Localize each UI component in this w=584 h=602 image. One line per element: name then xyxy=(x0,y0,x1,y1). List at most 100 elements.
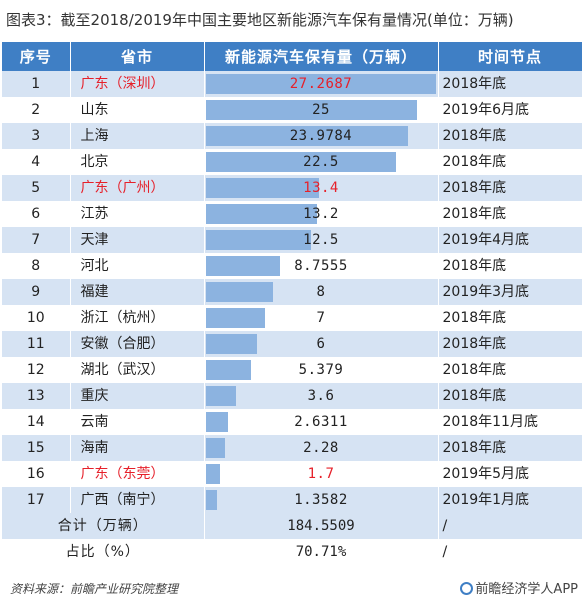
row-time: 2018年底 xyxy=(438,149,583,175)
row-time: 2019年6月底 xyxy=(438,97,583,123)
row-time: 2018年底 xyxy=(438,123,583,149)
row-value: 13.4 xyxy=(303,180,339,196)
row-value-cell: 13.2 xyxy=(204,201,439,227)
row-value: 3.6 xyxy=(307,388,335,404)
row-province: 广东（深圳） xyxy=(70,71,205,97)
share-row: 占比（%） 70.71% / xyxy=(2,539,583,565)
row-time: 2019年3月底 xyxy=(438,279,583,305)
table-row: 1 广东（深圳） 27.2687 2018年底 xyxy=(2,71,583,97)
table-row: 15 海南 2.28 2018年底 xyxy=(2,435,583,461)
share-value: 70.71% xyxy=(204,539,439,565)
table-row: 12 湖北（武汉） 5.379 2018年底 xyxy=(2,357,583,383)
row-value-cell: 27.2687 xyxy=(204,71,439,97)
row-value-cell: 8 xyxy=(204,279,439,305)
table-row: 13 重庆 3.6 2018年底 xyxy=(2,383,583,409)
row-province: 山东 xyxy=(70,97,205,123)
row-time: 2018年底 xyxy=(438,253,583,279)
total-row: 合计（万辆） 184.5509 / xyxy=(2,513,583,539)
row-value-cell: 13.4 xyxy=(204,175,439,201)
row-seq: 7 xyxy=(2,227,71,253)
brand-label: 前瞻经济学人APP xyxy=(460,578,578,597)
value-bar xyxy=(205,386,236,406)
value-bar xyxy=(205,204,317,224)
row-seq: 13 xyxy=(2,383,71,409)
value-bar xyxy=(205,74,436,94)
share-label: 占比（%） xyxy=(2,539,205,565)
header-seq: 序号 xyxy=(2,42,71,71)
table-row: 4 北京 22.5 2018年底 xyxy=(2,149,583,175)
row-seq: 1 xyxy=(2,71,71,97)
row-value-cell: 25 xyxy=(204,97,439,123)
table-row: 14 云南 2.6311 2018年11月底 xyxy=(2,409,583,435)
share-time: / xyxy=(438,539,583,565)
table-row: 5 广东（广州） 13.4 2018年底 xyxy=(2,175,583,201)
row-value: 1.3582 xyxy=(294,492,348,508)
row-seq: 16 xyxy=(2,461,71,487)
row-seq: 2 xyxy=(2,97,71,123)
brand-text: 前瞻经济学人APP xyxy=(475,582,578,597)
value-bar xyxy=(205,230,311,250)
value-bar xyxy=(205,412,228,432)
row-province: 海南 xyxy=(70,435,205,461)
footer: 资料来源：前瞻产业研究院整理 前瞻经济学人APP xyxy=(0,572,584,600)
data-table: 序号 省市 新能源汽车保有量（万辆） 时间节点 1 广东（深圳） 27.2687 20… xyxy=(2,42,583,565)
table-row: 8 河北 8.7555 2018年底 xyxy=(2,253,583,279)
row-seq: 9 xyxy=(2,279,71,305)
header-province: 省市 xyxy=(70,42,205,71)
row-value: 8 xyxy=(316,284,326,300)
row-value: 7 xyxy=(316,310,326,326)
value-bar xyxy=(205,282,273,302)
row-value: 1.7 xyxy=(307,466,335,482)
row-time: 2018年底 xyxy=(438,71,583,97)
row-seq: 3 xyxy=(2,123,71,149)
row-province: 北京 xyxy=(70,149,205,175)
row-value: 13.2 xyxy=(303,206,339,222)
row-time: 2018年11月底 xyxy=(438,409,583,435)
row-time: 2019年4月底 xyxy=(438,227,583,253)
header-value: 新能源汽车保有量（万辆） xyxy=(204,42,439,71)
row-value-cell: 3.6 xyxy=(204,383,439,409)
row-time: 2018年底 xyxy=(438,331,583,357)
row-province: 江苏 xyxy=(70,201,205,227)
value-bar xyxy=(205,100,417,120)
row-value-cell: 2.6311 xyxy=(204,409,439,435)
row-value-cell: 22.5 xyxy=(204,149,439,175)
value-bar xyxy=(205,490,217,510)
row-value-cell: 8.7555 xyxy=(204,253,439,279)
figure-title: 图表3：截至2018/2019年中国主要地区新能源汽车保有量情况(单位：万辆) xyxy=(6,11,514,29)
row-value-cell: 5.379 xyxy=(204,357,439,383)
value-bar xyxy=(205,178,319,198)
value-bar xyxy=(205,464,220,484)
table-row: 2 山东 25 2019年6月底 xyxy=(2,97,583,123)
row-province: 广东（广州） xyxy=(70,175,205,201)
value-bar xyxy=(205,438,225,458)
row-seq: 14 xyxy=(2,409,71,435)
row-value: 8.7555 xyxy=(294,258,348,274)
value-bar xyxy=(205,334,257,354)
header-time: 时间节点 xyxy=(438,42,583,71)
row-province: 湖北（武汉） xyxy=(70,357,205,383)
row-province: 广西（南宁） xyxy=(70,487,205,513)
row-time: 2018年底 xyxy=(438,435,583,461)
row-value: 12.5 xyxy=(303,232,339,248)
row-time: 2019年5月底 xyxy=(438,461,583,487)
row-value: 23.9784 xyxy=(289,128,353,144)
row-value: 25 xyxy=(312,102,330,118)
table-row: 7 天津 12.5 2019年4月底 xyxy=(2,227,583,253)
row-province: 重庆 xyxy=(70,383,205,409)
table-row: 10 浙江（杭州） 7 2018年底 xyxy=(2,305,583,331)
row-value: 6 xyxy=(316,336,326,352)
value-bar xyxy=(205,256,280,276)
row-value-cell: 6 xyxy=(204,331,439,357)
total-value: 184.5509 xyxy=(204,513,439,539)
value-bar xyxy=(205,308,265,328)
row-seq: 15 xyxy=(2,435,71,461)
row-province: 河北 xyxy=(70,253,205,279)
row-seq: 12 xyxy=(2,357,71,383)
value-bar xyxy=(205,152,396,172)
row-value-cell: 1.3582 xyxy=(204,487,439,513)
row-seq: 10 xyxy=(2,305,71,331)
row-seq: 8 xyxy=(2,253,71,279)
total-time: / xyxy=(438,513,583,539)
row-province: 天津 xyxy=(70,227,205,253)
